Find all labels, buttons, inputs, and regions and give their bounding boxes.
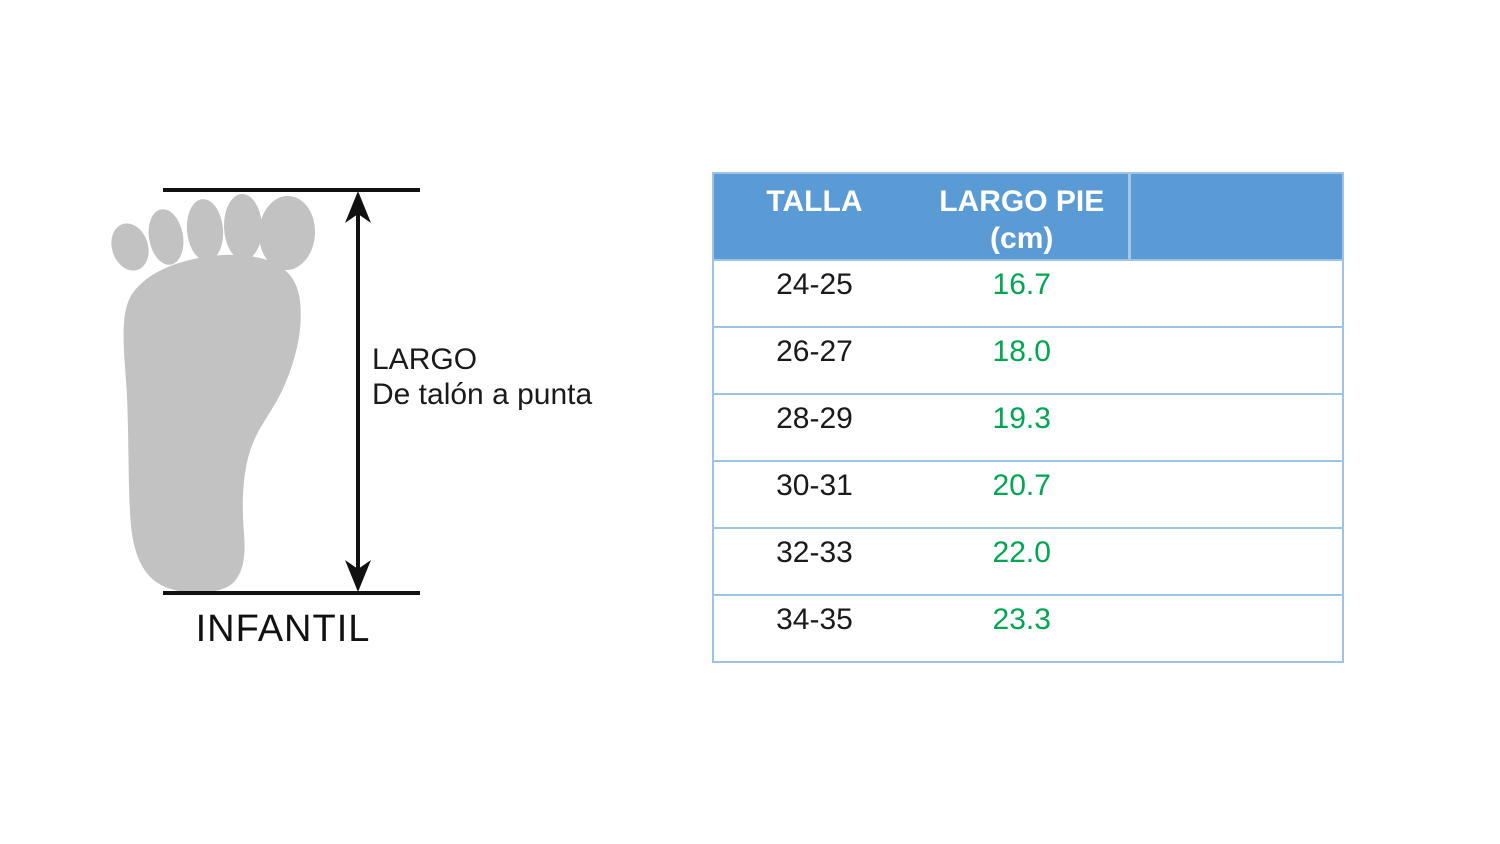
- table-row: 28-29 19.3: [714, 393, 1342, 460]
- length-label-subtitle: De talón a punta: [372, 378, 593, 411]
- largo-cell: 22.0: [992, 536, 1051, 569]
- empty-cell: [1128, 596, 1342, 661]
- header-cell-largo-pie: LARGO PIE (cm): [915, 174, 1129, 259]
- talla-cell: 26-27: [776, 335, 853, 368]
- largo-cell: 16.7: [992, 268, 1051, 301]
- largo-cell: 20.7: [992, 469, 1051, 502]
- talla-cell: 30-31: [776, 469, 853, 502]
- table-row: 32-33 22.0: [714, 527, 1342, 594]
- length-label-title: LARGO: [372, 343, 478, 376]
- largo-cell: 23.3: [992, 603, 1051, 636]
- table-header-row: TALLA LARGO PIE (cm): [714, 174, 1342, 259]
- header-cell-talla: TALLA: [766, 185, 863, 218]
- largo-cell: 19.3: [992, 402, 1051, 435]
- size-table: TALLA LARGO PIE (cm) 24-25 16.7 26-27 18…: [712, 172, 1344, 663]
- length-label: LARGO De talón a punta: [372, 342, 592, 412]
- empty-cell: [1128, 529, 1342, 594]
- largo-cell: 18.0: [992, 335, 1051, 368]
- talla-cell: 24-25: [776, 268, 853, 301]
- foot-measurement-diagram: [111, 188, 420, 595]
- empty-cell: [1128, 462, 1342, 527]
- header-largo-line2: (cm): [990, 222, 1054, 255]
- measurement-arrow: [163, 188, 420, 595]
- empty-cell: [1128, 328, 1342, 393]
- talla-cell: 32-33: [776, 536, 853, 569]
- footprint-icon: [111, 194, 316, 593]
- table-row: 34-35 23.3: [714, 594, 1342, 661]
- header-cell-empty: [1128, 174, 1342, 259]
- category-label: INFANTIL: [195, 608, 371, 650]
- table-row: 30-31 20.7: [714, 460, 1342, 527]
- empty-cell: [1128, 395, 1342, 460]
- talla-cell: 28-29: [776, 402, 853, 435]
- table-row: 26-27 18.0: [714, 326, 1342, 393]
- header-largo-line1: LARGO PIE: [939, 185, 1105, 218]
- empty-cell: [1128, 261, 1342, 326]
- talla-cell: 34-35: [776, 603, 853, 636]
- table-row: 24-25 16.7: [714, 259, 1342, 326]
